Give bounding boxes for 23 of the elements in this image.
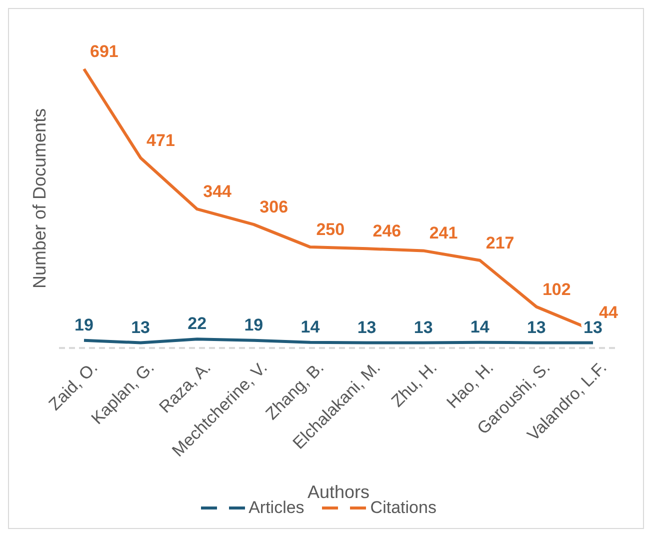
data-label: 250 [316, 220, 345, 240]
data-label: 13 [357, 318, 376, 337]
y-axis-title: Number of Documents [29, 108, 50, 288]
data-label: 13 [414, 318, 433, 337]
data-label: 13 [526, 318, 546, 337]
data-label: 471 [146, 130, 175, 150]
data-label: 344 [203, 182, 232, 202]
data-label: 217 [486, 233, 514, 252]
data-label: 241 [429, 224, 458, 243]
data-label: 246 [372, 222, 402, 241]
legend-label: Citations [370, 498, 436, 517]
data-label: 102 [542, 280, 571, 299]
data-label: 13 [131, 318, 150, 337]
x-axis-title: Authors [307, 482, 370, 502]
x-tick-label: Zhu, H. [388, 358, 441, 411]
data-label: 306 [260, 197, 288, 216]
legend-label: Articles [248, 498, 304, 518]
data-label: 691 [90, 42, 118, 61]
data-label: 14 [300, 317, 320, 336]
data-label: 19 [244, 315, 264, 334]
data-label: 22 [188, 314, 207, 334]
data-label: 19 [74, 315, 94, 334]
data-label: 14 [470, 317, 490, 336]
